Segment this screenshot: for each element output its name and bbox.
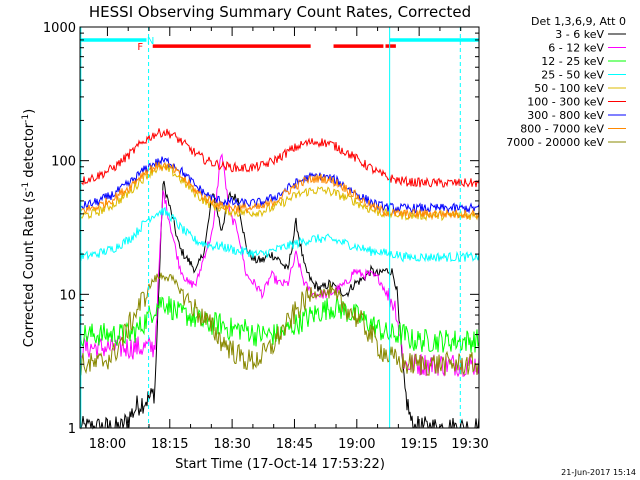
y-tick-label-0: 1 <box>68 422 76 437</box>
series-line-4 <box>79 163 480 222</box>
series-line-5 <box>79 128 480 188</box>
y-axis-label-sup1: -1 <box>21 182 31 191</box>
series-line-3 <box>79 206 480 263</box>
footer-date: 21-Jun-2017 15:14 <box>561 468 636 477</box>
x-tick-label-1: 18:15 <box>151 437 188 452</box>
x-tick-label-5: 19:15 <box>400 437 437 452</box>
series-line-8 <box>79 272 480 376</box>
legend-label-1: 6 - 12 keV <box>548 42 604 55</box>
state-label-n: N <box>147 36 154 47</box>
legend-label-3: 25 - 50 keV <box>541 69 604 82</box>
y-tick-label-3: 1000 <box>43 21 76 36</box>
legend-label-5: 100 - 300 keV <box>527 96 604 109</box>
series-line-0 <box>79 180 480 430</box>
y-axis-label: Corrected Count Rate (s-1 detector-1) <box>21 109 37 347</box>
series-line-6 <box>79 156 480 215</box>
y-tick-label-2: 100 <box>51 155 76 170</box>
y-axis-label-part2: detector <box>22 122 37 182</box>
x-tick-label-4: 19:00 <box>338 437 375 452</box>
y-axis-label-part1: Corrected Count Rate (s <box>22 191 37 348</box>
axes: 1 10 100 1000 18:00 18:15 18:30 18:45 19:00 19:15… <box>43 21 489 452</box>
legend-label-4: 50 - 100 keV <box>534 82 604 95</box>
vertical-markers <box>80 27 461 428</box>
series-line-7 <box>79 161 480 221</box>
series-layer <box>79 128 480 430</box>
y-axis-label-part3: ) <box>22 109 37 114</box>
x-axis-label: Start Time (17-Oct-14 17:53:22) <box>175 457 385 472</box>
legend-label-2: 12 - 25 keV <box>541 55 604 68</box>
legend-header: Det 1,3,6,9, Att 0 <box>531 15 626 28</box>
x-tick-label-3: 18:45 <box>276 437 313 452</box>
y-axis-label-sup2: -1 <box>21 114 31 123</box>
plot-frame <box>79 26 480 429</box>
legend-label-0: 3 - 6 keV <box>555 28 604 41</box>
x-tick-label-6: 19:30 <box>451 437 488 452</box>
state-label-f: F <box>137 42 143 53</box>
state-bars: NF <box>80 36 479 53</box>
legend-label-7: 800 - 7000 keV <box>520 123 604 136</box>
y-tick-label-1: 10 <box>59 288 76 303</box>
chart-title: HESSI Observing Summary Count Rates, Cor… <box>89 3 471 21</box>
x-tick-label-0: 18:00 <box>89 437 126 452</box>
x-tick-label-2: 18:30 <box>213 437 250 452</box>
legend-label-6: 300 - 800 keV <box>527 109 604 122</box>
legend-label-8: 7000 - 20000 keV <box>506 136 604 149</box>
